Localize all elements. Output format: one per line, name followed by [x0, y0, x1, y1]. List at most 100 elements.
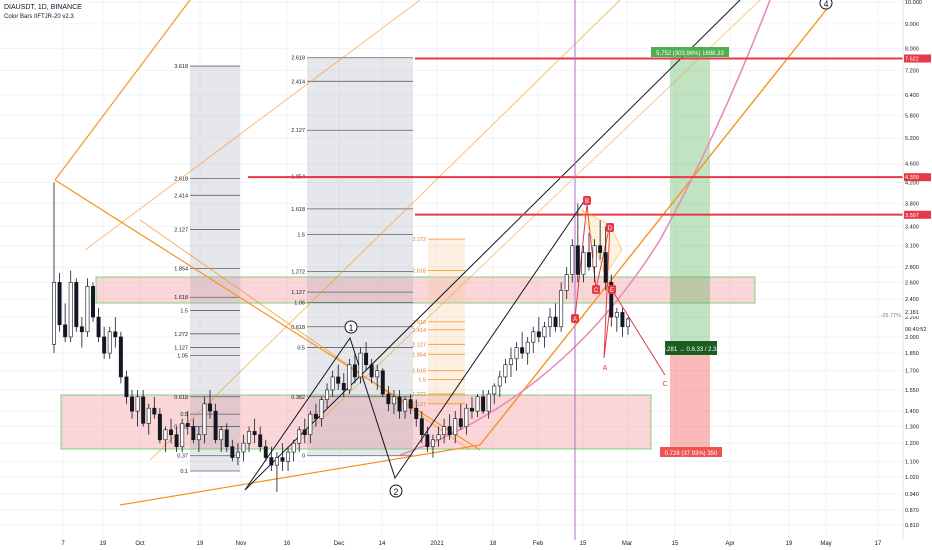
upper-resistance-zone[interactable] — [95, 276, 756, 304]
candle — [520, 347, 525, 354]
candle — [258, 434, 263, 448]
candle — [503, 364, 508, 378]
candle — [63, 324, 68, 338]
candle — [191, 426, 196, 441]
fib-level-label: 3.618 — [174, 64, 188, 70]
x-tick-label: Apr — [725, 541, 734, 547]
y-tick-label: 4.600 — [905, 162, 919, 168]
y-tick-label: 2.600 — [905, 280, 919, 286]
candle — [542, 326, 547, 338]
x-tick-label: 15 — [672, 541, 679, 547]
candle — [486, 393, 491, 412]
candle — [79, 326, 84, 333]
candle — [174, 434, 179, 448]
price-tag-label: 3.597 — [905, 213, 919, 219]
fib-level-label: 2.127 — [174, 228, 188, 234]
candle — [386, 393, 391, 405]
candle — [592, 245, 597, 268]
stop-label: 0.728 (37.93%) 350 — [665, 451, 718, 457]
candle — [609, 282, 614, 318]
stop-area — [670, 341, 710, 447]
y-tick-label: 5.800 — [905, 113, 919, 119]
wave-e-marker[interactable] — [608, 285, 616, 294]
fib-level-label: 0.1 — [180, 469, 188, 475]
chart-grid — [0, 0, 903, 540]
x-tick-label: 7 — [61, 541, 65, 547]
candle — [525, 341, 530, 354]
target-label-box[interactable] — [651, 47, 729, 57]
current-label-box[interactable] — [665, 341, 717, 355]
wave-a-label: A — [573, 317, 577, 323]
x-tick-label: Dec — [334, 541, 345, 547]
candle — [124, 376, 129, 398]
y-tick-label: 2.000 — [905, 335, 919, 341]
x-tick-label: 16 — [284, 541, 291, 547]
x-tick-label: 19 — [197, 541, 204, 547]
candle — [587, 252, 591, 268]
y-tick-label: 2.400 — [905, 297, 919, 303]
fib-level-label: 3.272 — [412, 237, 426, 243]
candle — [403, 399, 408, 412]
candle — [336, 376, 341, 384]
x-tick-label: Oct — [135, 541, 145, 547]
support-resistance-zones — [60, 276, 756, 450]
x-tick-label: 15 — [580, 541, 587, 547]
candle — [564, 274, 569, 291]
candle — [169, 429, 174, 436]
y-tick-label: 1.400 — [905, 409, 919, 415]
candle — [163, 429, 168, 441]
wave-a-marker[interactable] — [571, 314, 579, 323]
fib-level-label: 0.382 — [291, 395, 305, 401]
candle — [603, 252, 608, 283]
wave-b-marker[interactable] — [583, 196, 591, 205]
y-tick-label: 1.550 — [905, 388, 919, 394]
fib-level-label: 1.05 — [177, 353, 188, 359]
x-tick-label: May — [820, 541, 831, 547]
wave-1-marker[interactable] — [344, 320, 358, 334]
wave-c-marker[interactable] — [592, 285, 600, 294]
candle — [536, 331, 541, 338]
x-tick-label: 17 — [875, 541, 882, 547]
candle — [364, 352, 369, 365]
wave-d-marker[interactable] — [606, 223, 614, 232]
candle — [626, 318, 630, 328]
candle — [414, 407, 419, 420]
fib-level-label: 2.618 — [291, 56, 305, 62]
y-tick-label: 9.000 — [905, 22, 919, 28]
long-position-tool[interactable] — [670, 56, 710, 447]
price-tag-box — [904, 210, 931, 219]
fib-extension-1[interactable]: 3.618 2.618 2.414 2.127 1.854 1.618 1.5 1.272 1.… — [174, 64, 240, 475]
candle — [430, 439, 435, 448]
fib-level-label: 1.618 — [174, 295, 188, 301]
candle — [313, 413, 318, 420]
fib-level-label: 2.127 — [291, 128, 305, 134]
wave-2-marker[interactable] — [389, 484, 403, 498]
fib-level-label: 1.127 — [174, 346, 188, 352]
candle — [107, 331, 112, 354]
fib-level-label: 2.618 — [174, 177, 188, 183]
fib-extension-3[interactable]: 3.272 2.618 2.618 2.414 2.127 1.854 1.618 1.5 1.… — [412, 237, 465, 408]
price-tag-box — [904, 325, 931, 333]
fib-level-label: 1.272 — [412, 392, 426, 398]
wave-e-label: E — [610, 288, 614, 294]
price-tag-box — [904, 54, 931, 63]
wave-4-marker[interactable] — [819, 0, 833, 10]
candle — [598, 245, 603, 253]
y-tick-label: 1.300 — [905, 425, 919, 431]
fib-level-label: 0.618 — [174, 395, 188, 401]
candle — [380, 370, 385, 395]
fib-extension-2[interactable]: 2.6182.4142.1271.8541.6181.51.2721.1271.… — [291, 56, 413, 460]
wave-c2-label: C — [662, 381, 667, 388]
y-tick-label: 6.400 — [905, 93, 919, 99]
candle — [152, 407, 157, 415]
candle — [319, 399, 324, 420]
position-labels: 5.752 (303.96%) 1698.33 0.281 → 0.8.33 /… — [651, 47, 729, 457]
candle — [436, 434, 441, 441]
candle — [146, 407, 151, 424]
time-axis[interactable]: 7 19 Oct 19 Nov 16 Dec 14 2021 18 Feb 15 Mar 15 Apr 19 M… — [61, 541, 882, 547]
candle — [113, 331, 118, 338]
stop-label-box[interactable] — [660, 447, 722, 457]
price-axis[interactable]: 10.000 9.000 8.000 7.200 6.400 5.800 5.200 4.60… — [902, 0, 922, 540]
candle — [130, 396, 134, 412]
